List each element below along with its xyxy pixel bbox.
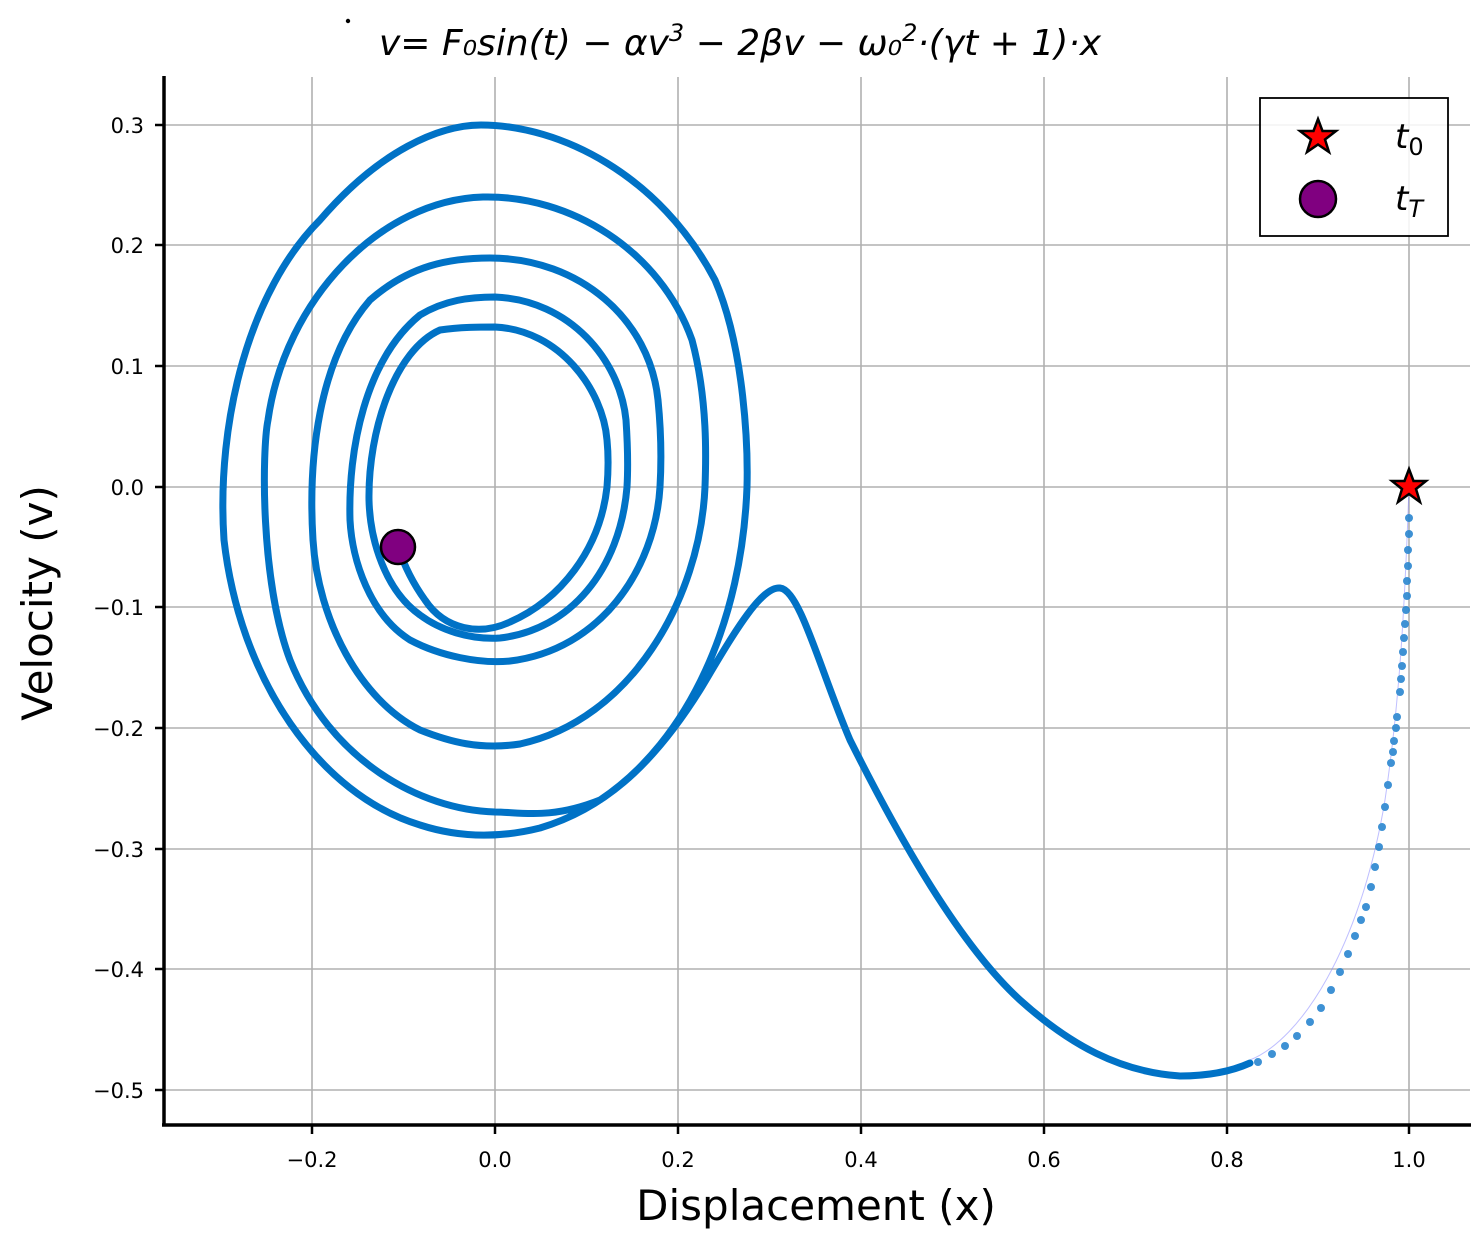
title-tail: ·(γt + 1)·x [917, 23, 1101, 64]
y-tick-label: 0.0 [111, 476, 144, 500]
start-marker-star-icon [1388, 465, 1430, 506]
chart-title: v= F₀sin(t) − αv3 − 2βv − ω₀2·(γt + 1)·x [379, 19, 1102, 64]
y-tick-label: −0.3 [93, 838, 144, 862]
y-tick-label: 0.3 [111, 114, 144, 138]
title-rhs: = F₀sin(t) − αv [400, 23, 669, 64]
x-tick-label: 0.0 [478, 1148, 511, 1172]
title-mid: − 2βv − ω₀ [684, 23, 902, 64]
legend-label-tT: tT [1395, 179, 1425, 223]
x-tick-label: 0.8 [1210, 1148, 1243, 1172]
y-tick-label: 0.2 [111, 234, 144, 258]
legend-circle-icon [1298, 179, 1338, 219]
trajectory-tail [1249, 486, 1413, 1066]
y-tick-label: −0.2 [93, 717, 144, 741]
y-tick-label: −0.4 [93, 958, 144, 982]
x-tick-label: −0.2 [287, 1148, 338, 1172]
title-sq: 2 [902, 19, 917, 47]
grid-lines [164, 77, 1470, 1125]
title-lhs: v [379, 23, 401, 64]
y-tick-marks [155, 123, 164, 1092]
x-axis-label: Displacement (x) [636, 1181, 996, 1230]
y-tick-label: −0.5 [93, 1079, 144, 1103]
x-tick-label: 0.4 [844, 1148, 877, 1172]
x-tick-label: 1.0 [1392, 1148, 1425, 1172]
y-axis-label: Velocity (v) [13, 485, 62, 721]
y-tick-label: 0.1 [111, 355, 144, 379]
legend-label-t0: t0 [1395, 117, 1424, 161]
legend: t0 tT [1259, 97, 1449, 237]
y-tick-label: −0.1 [93, 596, 144, 620]
y-tick-labels: 0.3 0.2 0.1 0.0 −0.1 −0.2 −0.3 −0.4 −0.5 [93, 114, 144, 1103]
end-marker-circle-icon [379, 528, 417, 566]
x-tick-label: 0.6 [1027, 1148, 1060, 1172]
legend-star-icon [1296, 115, 1340, 156]
x-tick-marks [310, 1125, 1411, 1134]
title-dot-accent [345, 18, 351, 24]
x-tick-labels: −0.2 0.0 0.2 0.4 0.6 0.8 1.0 [287, 1148, 1426, 1172]
x-tick-label: 0.2 [661, 1148, 694, 1172]
trajectory-curve [219, 121, 1254, 1080]
title-cube: 3 [669, 19, 684, 47]
